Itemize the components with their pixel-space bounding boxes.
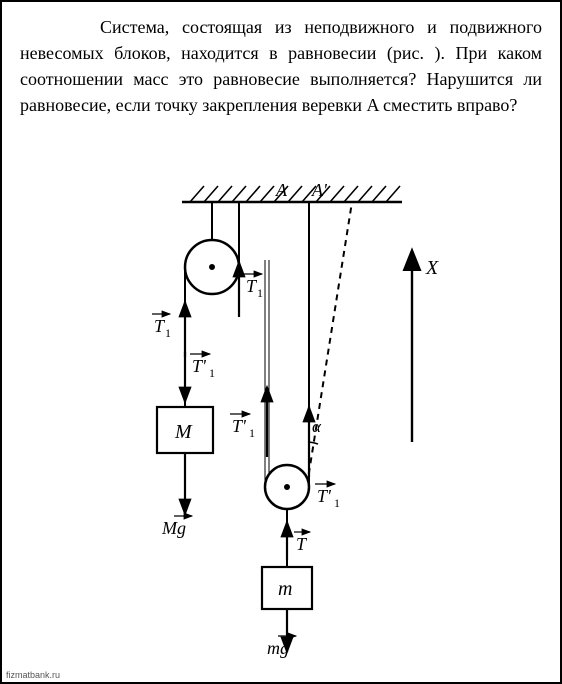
svg-text:mg: mg [267,638,289,658]
watermark: fizmatbank.ru [6,670,60,680]
problem-text: Система, состоящая из неподвижного и под… [2,2,560,118]
label-T1p-right: T' 1 [315,484,340,510]
svg-text:T': T' [192,356,207,376]
label-Mg: Mg [161,516,192,538]
svg-text:T': T' [317,486,332,506]
label-T1p-mid: T' 1 [230,414,255,440]
label-mg: mg [267,636,296,658]
label-T1-left: T 1 [152,314,171,340]
alpha-arc [309,442,318,444]
label-T1-right: T 1 [244,274,263,300]
label-X: X [425,257,439,279]
pulley-diagram: M m A A' [112,182,462,662]
fixed-pulley-axle [209,264,215,270]
label-A-prime: A' [311,182,328,200]
svg-text:1: 1 [257,286,263,300]
block-m-label: m [278,578,292,600]
ceiling-hatching [190,186,400,202]
svg-text:1: 1 [165,326,171,340]
block-M-label: M [174,421,193,443]
svg-text:T': T' [232,416,247,436]
problem-body: Система, состоящая из неподвижного и под… [20,17,542,115]
svg-text:1: 1 [249,426,255,440]
movable-pulley-axle [284,484,290,490]
svg-text:1: 1 [334,496,340,510]
label-A: A [275,182,288,200]
svg-text:Mg: Mg [161,518,186,538]
label-T1p-upper: T' 1 [190,354,215,380]
svg-text:T: T [296,534,308,554]
label-alpha: α [312,417,322,436]
label-T: T [294,532,310,554]
svg-text:1: 1 [209,366,215,380]
